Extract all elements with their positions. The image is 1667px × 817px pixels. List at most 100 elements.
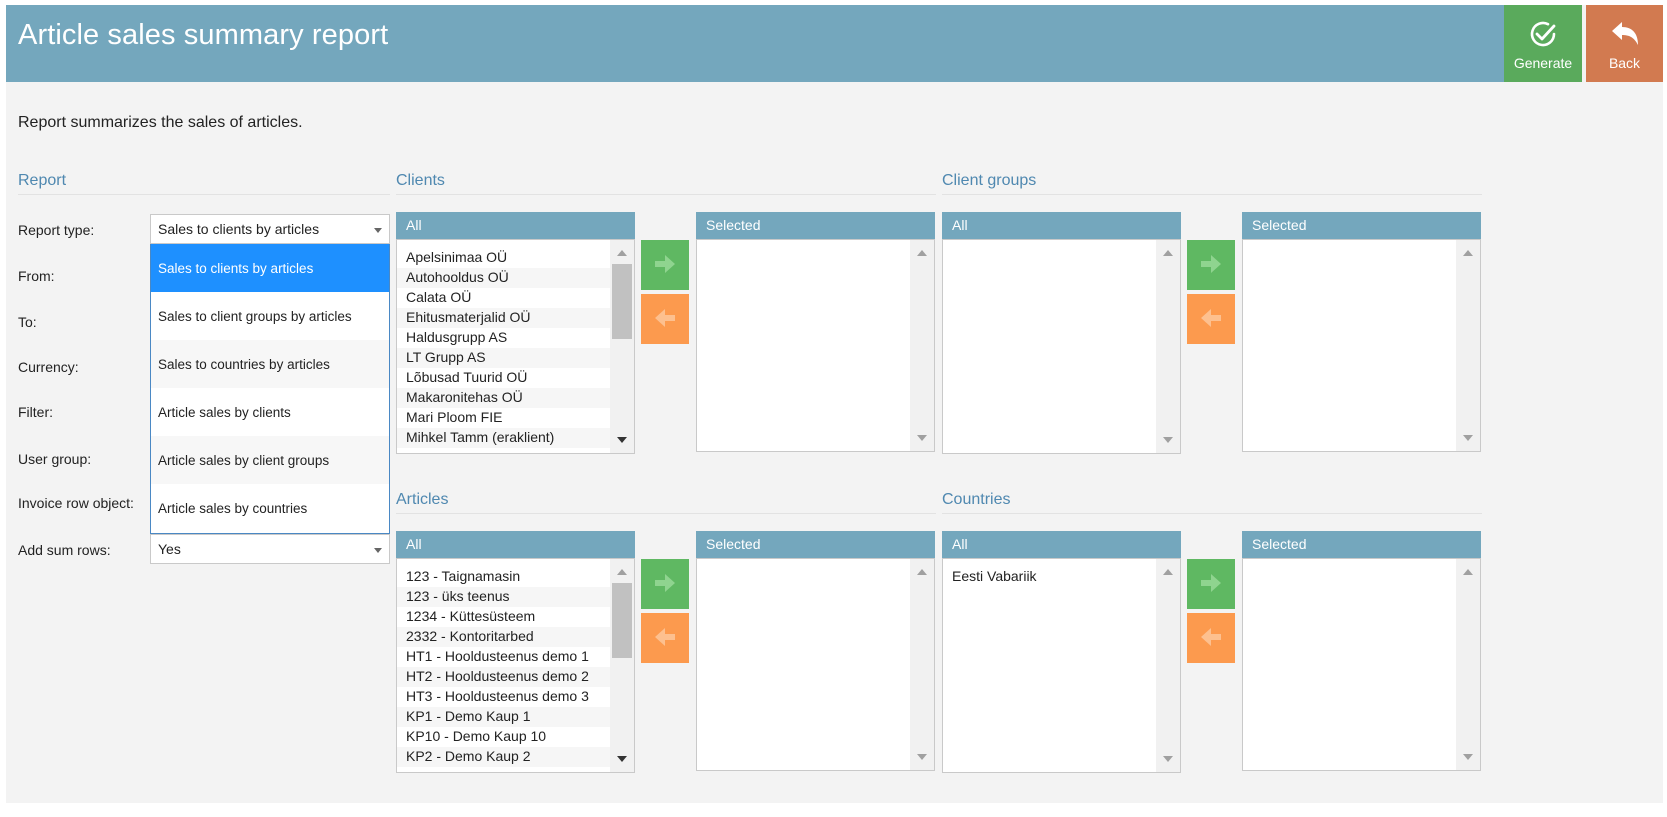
report-type-dropdown: Sales to clients by articles Sales to cl… <box>150 244 390 534</box>
articles-add-button[interactable] <box>641 559 689 609</box>
scrollbar[interactable] <box>1156 559 1180 772</box>
title-bar: Article sales summary report <box>6 5 1506 82</box>
list-item[interactable]: HT2 - Hooldusteenus demo 2 <box>397 667 610 687</box>
arrow-right-icon <box>1201 574 1221 592</box>
scroll-up-icon <box>1463 250 1473 256</box>
label-invoice-row-object: Invoice row object: <box>18 495 134 511</box>
countries-add-button[interactable] <box>1187 559 1235 609</box>
scroll-down-icon <box>617 756 627 762</box>
articles-all-header: All <box>396 531 635 558</box>
scroll-down-icon <box>1463 435 1473 441</box>
arrow-left-icon <box>1201 309 1221 327</box>
check-circle-icon <box>1530 21 1556 47</box>
clients-remove-button[interactable] <box>641 294 689 344</box>
label-from: From: <box>18 268 55 284</box>
arrow-right-icon <box>1201 255 1221 273</box>
scrollbar[interactable] <box>610 240 634 453</box>
scroll-up-icon <box>1163 250 1173 256</box>
list-item[interactable]: 123 - üks teenus <box>397 587 610 607</box>
list-item[interactable]: 2332 - Kontoritarbed <box>397 627 610 647</box>
dropdown-option[interactable]: Sales to countries by articles <box>151 340 389 388</box>
countries-selected-header: Selected <box>1242 531 1481 558</box>
generate-button[interactable]: Generate <box>1504 5 1582 82</box>
list-item[interactable]: Haldusgrupp AS <box>406 329 508 345</box>
list-item[interactable]: KP1 - Demo Kaup 1 <box>397 707 610 727</box>
countries-remove-button[interactable] <box>1187 613 1235 663</box>
countries-selected-list[interactable] <box>1242 558 1481 771</box>
scroll-up-icon <box>617 250 627 256</box>
list-item[interactable]: HT1 - Hooldusteenus demo 1 <box>406 648 589 664</box>
list-item[interactable]: Apelsinimaa OÜ <box>406 249 508 265</box>
section-title-countries: Countries <box>942 491 1482 514</box>
dropdown-option[interactable]: Article sales by client groups <box>151 436 389 484</box>
scrollbar[interactable] <box>910 559 934 770</box>
articles-remove-button[interactable] <box>641 613 689 663</box>
label-add-sum-rows: Add sum rows: <box>18 542 111 558</box>
arrow-right-icon <box>655 255 675 273</box>
scroll-thumb[interactable] <box>612 583 632 658</box>
scroll-thumb[interactable] <box>612 264 632 339</box>
articles-all-list[interactable]: 123 - Taignamasin 123 - üks teenus 1234 … <box>396 558 635 773</box>
scroll-up-icon <box>1463 569 1473 575</box>
scroll-up-icon <box>917 569 927 575</box>
client-groups-all-list[interactable] <box>942 239 1181 454</box>
clients-selected-list[interactable] <box>696 239 935 452</box>
list-item[interactable]: HT3 - Hooldusteenus demo 3 <box>406 688 589 704</box>
report-type-select[interactable]: Sales to clients by articles <box>150 214 390 244</box>
list-item[interactable]: Eesti Vabariik <box>952 568 1037 584</box>
scroll-up-icon <box>1163 569 1173 575</box>
section-title-report: Report <box>18 172 390 195</box>
label-report-type: Report type: <box>18 222 95 238</box>
chevron-down-icon <box>374 228 382 233</box>
reply-arrow-icon <box>1611 22 1638 45</box>
scrollbar[interactable] <box>1456 559 1480 770</box>
client-groups-remove-button[interactable] <box>1187 294 1235 344</box>
scrollbar[interactable] <box>910 240 934 451</box>
list-item[interactable]: 1234 - Küttesüsteem <box>406 608 536 624</box>
scroll-down-icon <box>917 435 927 441</box>
clients-all-list[interactable]: Apelsinimaa OÜ Autohooldus OÜ Calata OÜ … <box>396 239 635 454</box>
client-groups-selected-list[interactable] <box>1242 239 1481 452</box>
articles-selected-list[interactable] <box>696 558 935 771</box>
label-filter: Filter: <box>18 404 53 420</box>
client-groups-all-header: All <box>942 212 1181 239</box>
add-sum-rows-select[interactable]: Yes <box>150 534 390 564</box>
list-item[interactable]: Autohooldus OÜ <box>397 268 610 288</box>
dropdown-option[interactable]: Sales to clients by articles <box>151 244 389 292</box>
section-title-clients: Clients <box>396 172 936 195</box>
clients-all-header: All <box>396 212 635 239</box>
list-item[interactable]: Mari Ploom FIE <box>406 409 503 425</box>
scroll-down-icon <box>1163 437 1173 443</box>
chevron-down-icon <box>374 548 382 553</box>
list-item[interactable]: Makaronitehas OÜ <box>397 388 610 408</box>
scrollbar[interactable] <box>1456 240 1480 451</box>
list-item[interactable]: Lõbusad Tuurid OÜ <box>406 369 528 385</box>
scroll-down-icon <box>617 437 627 443</box>
dropdown-option[interactable]: Article sales by countries <box>158 501 308 516</box>
list-item[interactable]: KP10 - Demo Kaup 10 <box>406 728 547 744</box>
scrollbar[interactable] <box>1156 240 1180 453</box>
list-item[interactable]: KP2 - Demo Kaup 2 <box>397 747 610 767</box>
section-title-articles: Articles <box>396 491 936 514</box>
report-description: Report summarizes the sales of articles. <box>18 114 303 131</box>
generate-label: Generate <box>1513 55 1573 71</box>
list-item[interactable]: Mihkel Tamm (eraklient) <box>397 428 610 448</box>
dropdown-option[interactable]: Sales to client groups by articles <box>158 309 352 324</box>
clients-add-button[interactable] <box>641 240 689 290</box>
list-item[interactable]: 123 - Taignamasin <box>406 568 521 584</box>
scroll-down-icon <box>1463 754 1473 760</box>
list-item[interactable]: Ehitusmaterjalid OÜ <box>397 308 610 328</box>
scroll-up-icon <box>617 569 627 575</box>
list-item[interactable]: LT Grupp AS <box>397 348 610 368</box>
label-currency: Currency: <box>18 359 79 375</box>
client-groups-add-button[interactable] <box>1187 240 1235 290</box>
back-button[interactable]: Back <box>1586 5 1663 82</box>
countries-all-list[interactable]: Eesti Vabariik <box>942 558 1181 773</box>
countries-all-header: All <box>942 531 1181 558</box>
articles-selected-header: Selected <box>696 531 935 558</box>
list-item[interactable]: Calata OÜ <box>406 289 472 305</box>
scroll-down-icon <box>917 754 927 760</box>
dropdown-option[interactable]: Article sales by clients <box>158 405 291 420</box>
scroll-down-icon <box>1163 756 1173 762</box>
scrollbar[interactable] <box>610 559 634 772</box>
